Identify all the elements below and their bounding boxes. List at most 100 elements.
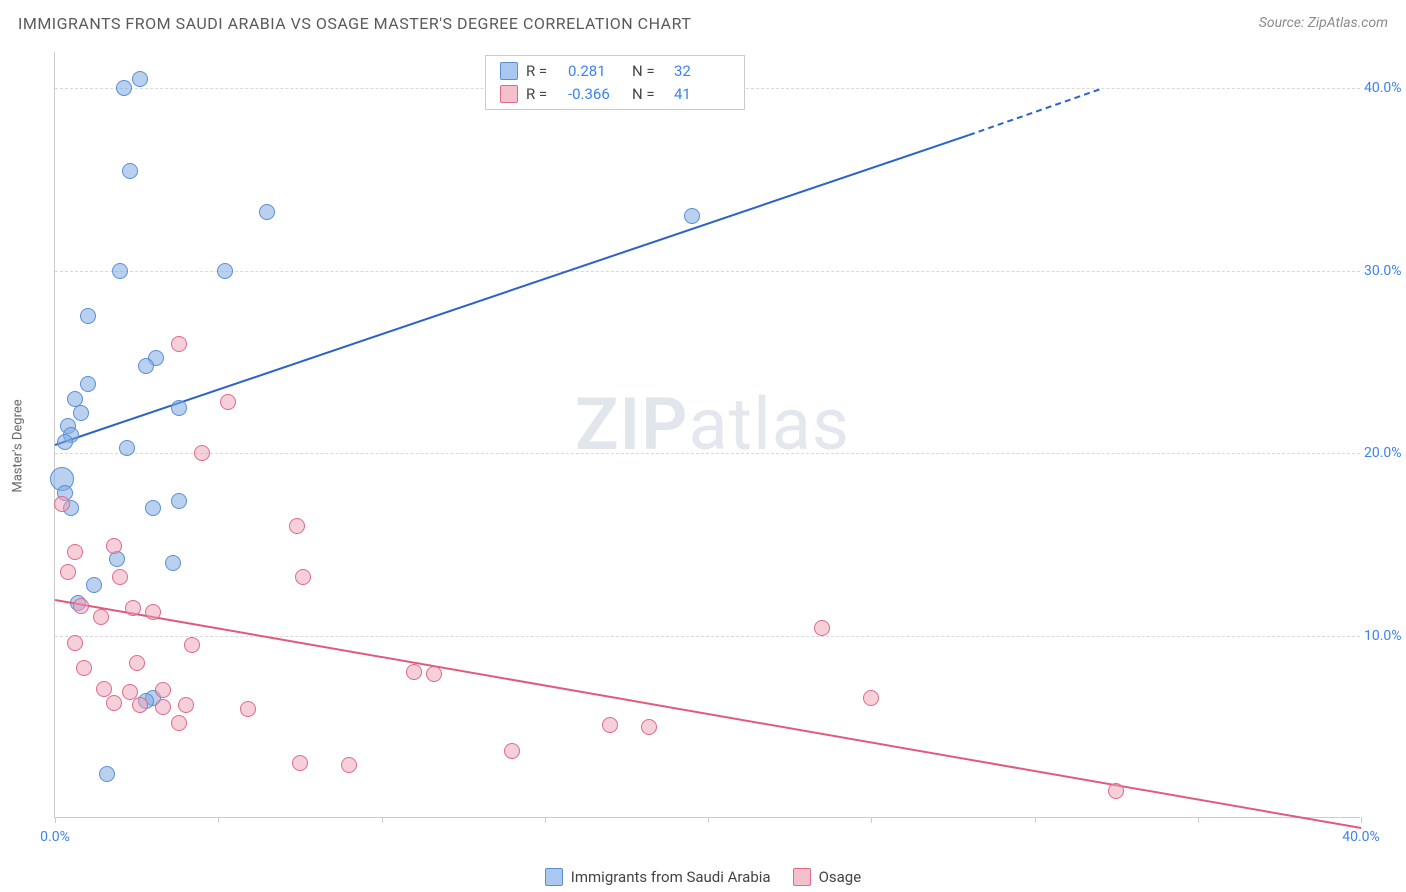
y-tick-label: 30.0% (1364, 263, 1406, 279)
scatter-point (217, 263, 233, 279)
scatter-point (641, 719, 657, 735)
legend-swatch (793, 868, 811, 886)
x-tick-mark (382, 817, 383, 823)
chart-title: IMMIGRANTS FROM SAUDI ARABIA VS OSAGE MA… (18, 14, 691, 33)
scatter-point (67, 391, 83, 407)
legend-n-value: 41 (674, 83, 730, 106)
legend-r-value: -0.366 (568, 83, 624, 106)
scatter-point (76, 660, 92, 676)
legend-top: R = 0.281 N = 32 R = -0.366 N = 41 (485, 55, 745, 110)
scatter-point (863, 690, 879, 706)
trend-line-dashed (969, 89, 1100, 136)
scatter-point (122, 163, 138, 179)
watermark: ZIPatlas (575, 382, 850, 467)
x-tick-mark (1198, 817, 1199, 823)
legend-label: Osage (819, 868, 862, 886)
scatter-point (292, 755, 308, 771)
x-tick-mark (708, 817, 709, 823)
scatter-point (178, 697, 194, 713)
legend-n-label: N = (632, 60, 666, 83)
scatter-point (54, 496, 70, 512)
scatter-point (80, 308, 96, 324)
scatter-point (171, 336, 187, 352)
plot-area: ZIPatlas 10.0%20.0%30.0%40.0%0.0%40.0% (54, 52, 1360, 818)
legend-item: Osage (793, 868, 862, 886)
scatter-point (289, 518, 305, 534)
scatter-point (57, 434, 73, 450)
scatter-point (171, 493, 187, 509)
scatter-point (138, 358, 154, 374)
scatter-point (125, 600, 141, 616)
scatter-point (504, 743, 520, 759)
scatter-point (1108, 783, 1124, 799)
x-tick-label: 0.0% (40, 829, 70, 845)
legend-label: Immigrants from Saudi Arabia (571, 868, 771, 886)
scatter-point (684, 208, 700, 224)
legend-swatch (545, 868, 563, 886)
scatter-point (112, 263, 128, 279)
scatter-point (240, 701, 256, 717)
legend-swatch (500, 62, 518, 80)
scatter-point (165, 555, 181, 571)
scatter-point (129, 655, 145, 671)
legend-r-label: R = (526, 83, 560, 106)
legend-bottom: Immigrants from Saudi Arabia Osage (0, 868, 1406, 886)
y-tick-label: 20.0% (1364, 445, 1406, 461)
scatter-point (171, 715, 187, 731)
scatter-point (86, 577, 102, 593)
legend-swatch (500, 85, 518, 103)
scatter-point (106, 695, 122, 711)
scatter-point (132, 71, 148, 87)
gridline (55, 453, 1360, 454)
scatter-point (341, 757, 357, 773)
x-tick-mark (218, 817, 219, 823)
scatter-point (93, 609, 109, 625)
legend-row: R = -0.366 N = 41 (500, 83, 730, 106)
trend-line (55, 134, 970, 446)
scatter-point (73, 598, 89, 614)
x-tick-mark (871, 817, 872, 823)
legend-n-label: N = (632, 83, 666, 106)
chart-header: IMMIGRANTS FROM SAUDI ARABIA VS OSAGE MA… (0, 0, 1406, 46)
scatter-point (155, 682, 171, 698)
scatter-point (184, 637, 200, 653)
scatter-point (112, 569, 128, 585)
y-tick-label: 40.0% (1364, 80, 1406, 96)
y-axis-label: Master's Degree (11, 399, 26, 492)
scatter-point (67, 635, 83, 651)
gridline (55, 636, 1360, 637)
scatter-point (106, 538, 122, 554)
legend-item: Immigrants from Saudi Arabia (545, 868, 771, 886)
scatter-point (67, 544, 83, 560)
scatter-point (145, 604, 161, 620)
x-tick-mark (55, 817, 56, 823)
scatter-point (96, 681, 112, 697)
source-label: Source: ZipAtlas.com (1259, 15, 1388, 31)
scatter-point (194, 445, 210, 461)
scatter-point (119, 440, 135, 456)
gridline (55, 271, 1360, 272)
scatter-point (145, 500, 161, 516)
scatter-point (220, 394, 236, 410)
x-tick-label: 40.0% (1342, 829, 1380, 845)
x-tick-mark (1035, 817, 1036, 823)
scatter-point (73, 405, 89, 421)
scatter-point (171, 400, 187, 416)
x-tick-mark (545, 817, 546, 823)
scatter-point (259, 204, 275, 220)
legend-row: R = 0.281 N = 32 (500, 60, 730, 83)
scatter-point (116, 80, 132, 96)
scatter-point (132, 697, 148, 713)
y-tick-label: 10.0% (1364, 628, 1406, 644)
scatter-point (426, 666, 442, 682)
legend-n-value: 32 (674, 60, 730, 83)
legend-r-value: 0.281 (568, 60, 624, 83)
legend-r-label: R = (526, 60, 560, 83)
watermark-bold: ZIP (575, 382, 688, 467)
scatter-point (60, 564, 76, 580)
x-tick-mark (1361, 817, 1362, 823)
scatter-point (295, 569, 311, 585)
scatter-point (406, 664, 422, 680)
scatter-point (99, 766, 115, 782)
scatter-point (155, 699, 171, 715)
